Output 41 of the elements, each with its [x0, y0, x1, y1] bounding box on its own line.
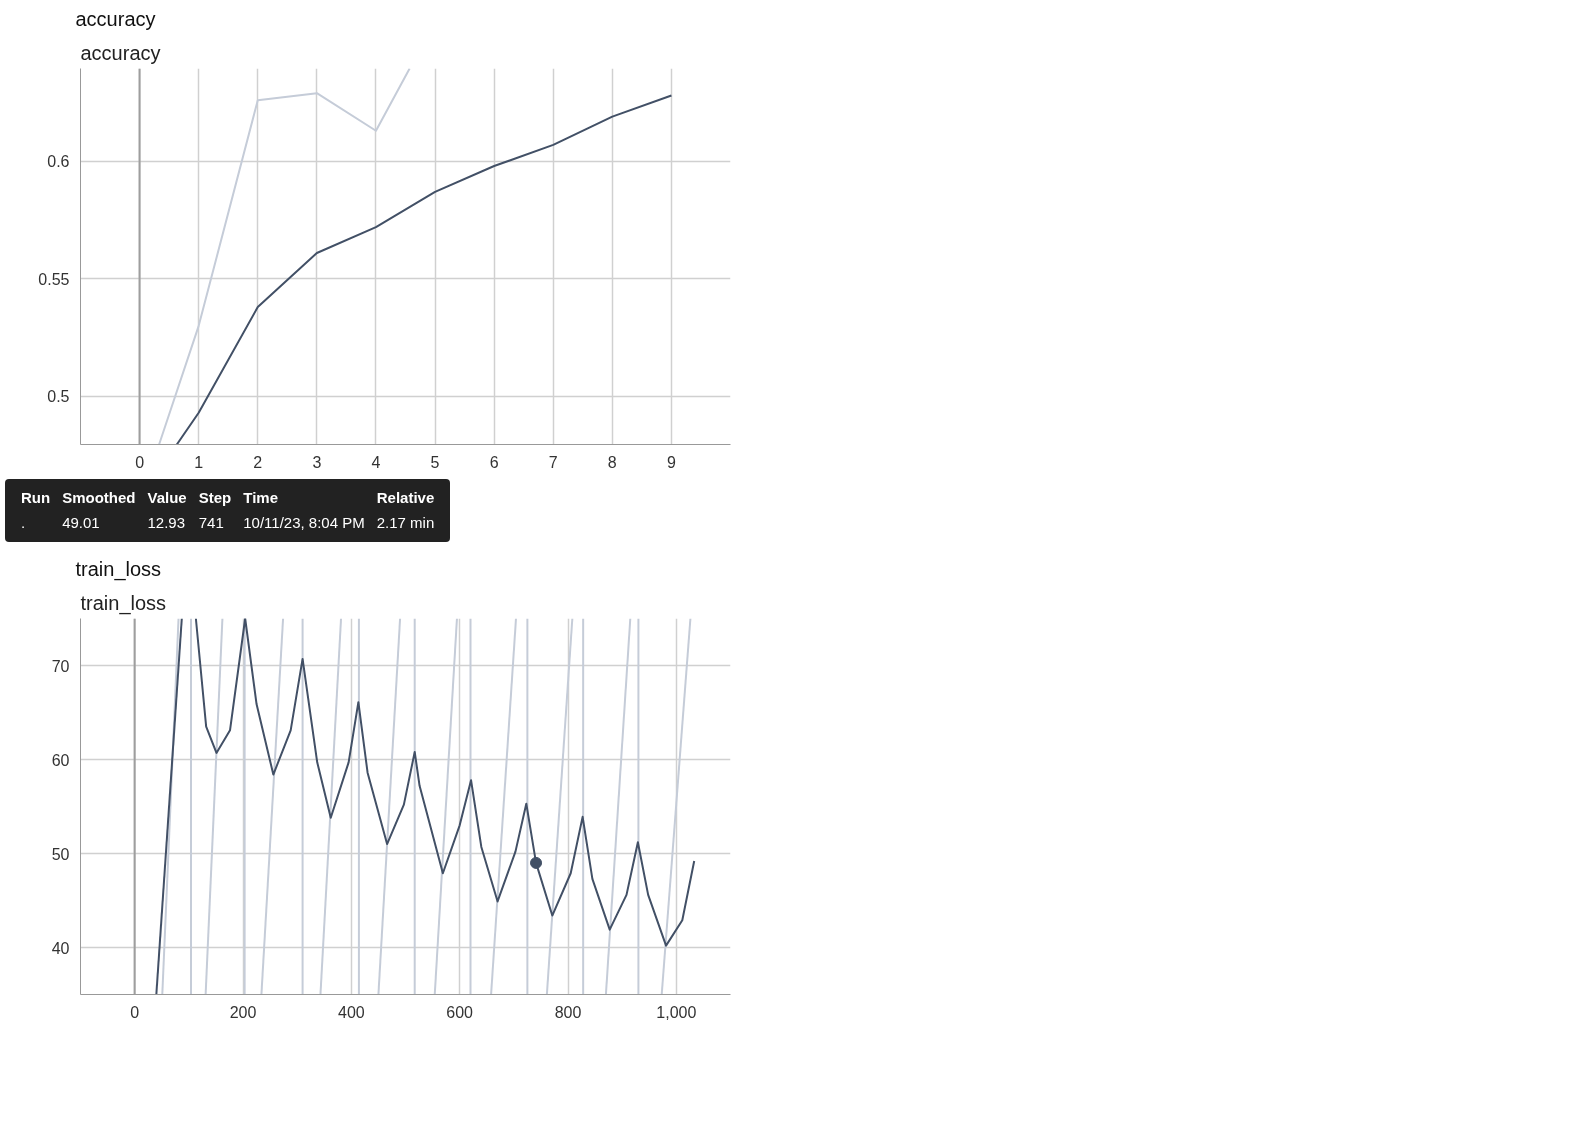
- x-tick-label: 3: [312, 453, 322, 471]
- x-tick-label: 8: [607, 453, 617, 471]
- x-tick-label: 5: [430, 453, 440, 471]
- x-tick-label: 7: [548, 453, 558, 471]
- text: Run: [20, 488, 52, 508]
- line-series: [175, 94, 673, 445]
- x-tick-label: 600: [446, 1003, 474, 1021]
- text: Step: [197, 488, 233, 508]
- x-tick-label: 0: [130, 1003, 140, 1021]
- y-tick-label: 0.5: [47, 388, 70, 406]
- y-tick-label: 50: [51, 845, 70, 863]
- y-tick-label: 0.6: [47, 153, 70, 171]
- text: Relative: [375, 488, 436, 508]
- chart-subtitle: train_loss: [80, 591, 167, 615]
- y-tick-label: 60: [51, 751, 70, 769]
- text: .: [20, 513, 27, 534]
- y-tick-label: 0.55: [38, 270, 70, 288]
- x-tick-label: 1: [194, 453, 204, 471]
- text: 49.01: [61, 513, 101, 534]
- x-tick-label: 1,000: [656, 1003, 697, 1021]
- y-tick-label: 70: [51, 657, 70, 675]
- text: 741: [197, 513, 225, 534]
- text: 10/11/23, 8:04 PM: [242, 513, 366, 534]
- x-tick-label: 800: [554, 1003, 582, 1021]
- x-tick-label: 200: [229, 1003, 257, 1021]
- x-tick-label: 6: [489, 453, 499, 471]
- line-series: [194, 618, 696, 947]
- chart-subtitle: accuracy: [80, 41, 161, 64]
- text: Value: [146, 488, 188, 508]
- chart-title: train_loss: [75, 557, 162, 581]
- x-tick-label: 9: [666, 453, 676, 471]
- text: Time: [242, 488, 279, 508]
- y-tick-label: 40: [51, 939, 70, 957]
- text: Smoothed: [61, 488, 137, 508]
- chart-title: accuracy: [75, 7, 156, 30]
- x-tick-label: 0: [135, 453, 145, 471]
- x-tick-label: 4: [371, 453, 381, 471]
- x-tick-label: 400: [337, 1003, 365, 1021]
- x-tick-label: 2: [253, 453, 263, 471]
- text: 2.17 min: [375, 513, 436, 534]
- text: 12.93: [146, 513, 187, 534]
